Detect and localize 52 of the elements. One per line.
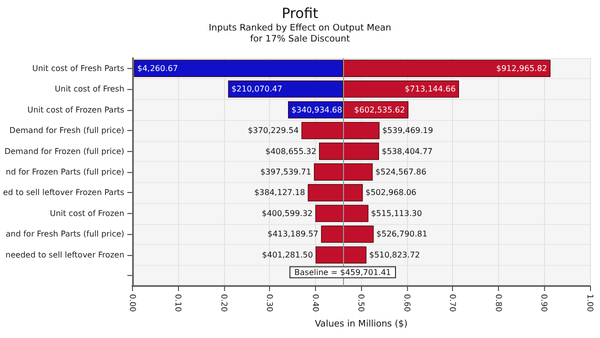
y-tick-label: needed to sell leftover Frozen [2, 250, 124, 260]
y-tick-label: Unit cost of Fresh Parts [32, 64, 124, 73]
bar [315, 204, 368, 222]
annotation: $602,535.62 [354, 105, 406, 114]
bar [314, 163, 373, 181]
x-tick-label: 0.80 [494, 294, 503, 312]
annotation: $713,144.66 [404, 84, 456, 94]
annotation: $912,965.82 [496, 64, 548, 73]
x-tick-label: 0.60 [402, 294, 412, 312]
y-tick-label: ed to sell leftover Frozen Parts [3, 188, 124, 198]
x-tick-label: 0.00 [128, 294, 137, 312]
x-tick-label: 0.10 [174, 294, 183, 312]
chart-subtitle: Inputs Ranked by Effect on Output Mean for 17% Sale Discount [208, 24, 392, 44]
ref-line-label: Baseline = $459,701.41 [294, 268, 392, 277]
chart-title: Profit [282, 6, 319, 22]
y-tick-label: nd for Frozen Parts (full price) [6, 168, 124, 176]
annotation: $4,260.67 [137, 64, 178, 73]
bar [321, 226, 374, 243]
bar [308, 184, 363, 202]
x-axis-title: Values in Millions ($) [314, 320, 408, 330]
bar [301, 122, 380, 140]
y-tick-label: Unit cost of Frozen Parts [27, 105, 124, 114]
x-tick-label: 0.30 [265, 294, 274, 312]
y-tick-label: Demand for Fresh (full price) [9, 126, 124, 136]
annotation: $502,968.06 [366, 188, 416, 198]
annotation: $400,599.32 [262, 208, 313, 218]
annotation: $538,404.77 [382, 146, 433, 156]
y-tick-label: Unit cost of Frozen [50, 208, 124, 218]
annotation: $510,823.72 [369, 250, 420, 260]
x-tick-label: 0.20 [219, 294, 228, 312]
annotation: $413,189.57 [268, 230, 318, 239]
annotation: $370,229.54 [248, 126, 299, 136]
bar [319, 142, 380, 160]
annotation: $408,655.32 [265, 146, 316, 156]
annotation: $526,790.81 [376, 230, 428, 239]
y-tick-label: Demand for Frozen (full price) [4, 146, 124, 156]
x-tick-label: 0.70 [448, 294, 458, 312]
annotation: $397,539.71 [260, 168, 312, 176]
y-tick-label: and for Fresh Parts (full price) [6, 230, 124, 239]
x-tick-label: 0.50 [356, 294, 366, 312]
bar [316, 246, 366, 264]
x-tick-label: 1.00 [586, 294, 594, 312]
x-tick-label: 0.40 [310, 294, 320, 312]
y-tick-label: Unit cost of Fresh [54, 84, 124, 94]
annotation: $384,127.18 [254, 188, 306, 198]
annotation: $539,469.19 [382, 126, 434, 136]
annotation: $401,281.50 [262, 250, 313, 260]
x-tick-label: 0.90 [540, 294, 549, 312]
annotation: $340,934.68 [291, 105, 342, 114]
annotation: $210,070.47 [231, 84, 282, 94]
annotation: $515,113.30 [371, 208, 422, 218]
annotation: $524,567.86 [375, 168, 426, 176]
